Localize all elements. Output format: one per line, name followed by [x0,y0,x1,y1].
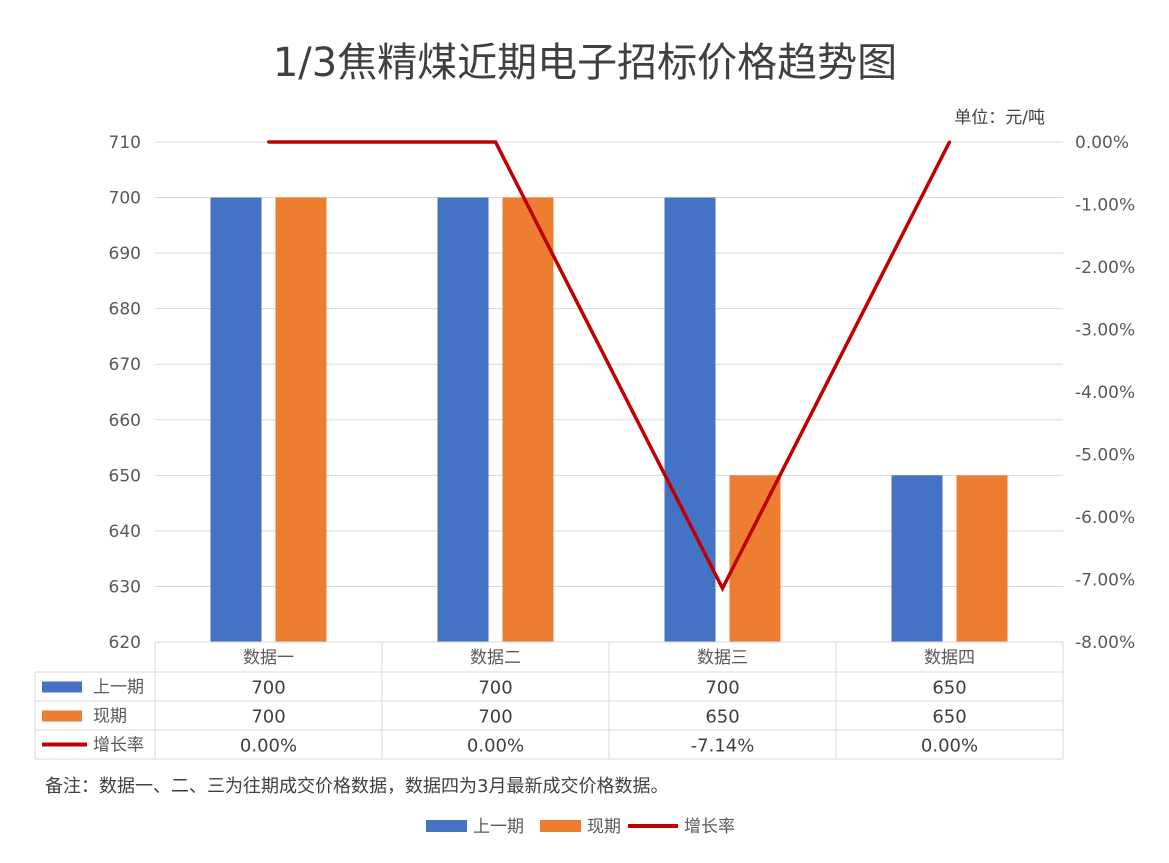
table-cell-value: 700 [478,707,512,728]
table-cell-value: 700 [478,678,512,699]
table-cell-value: 0.00% [467,736,524,757]
left-tick-label: 670 [109,355,141,375]
left-tick-label: 680 [109,300,141,320]
table-cell-value: 0.00% [240,736,297,757]
category-label: 数据四 [924,648,975,668]
legend: 上一期 现期 增长率 [426,817,735,837]
table-series-name: 上一期 [93,678,144,698]
left-tick-label: 640 [109,522,141,542]
right-tick-label: -4.00% [1075,383,1135,403]
right-tick-label: -3.00% [1075,321,1135,341]
footnote: 备注：数据一、二、三为往期成交价格数据，数据四为3月最新成交价格数据。 [45,776,668,797]
line-point [721,586,724,590]
line-point [267,140,270,144]
right-tick-label: -5.00% [1075,446,1135,466]
legend-label: 增长率 [684,817,735,837]
legend-key [540,820,581,832]
growth-line [267,140,952,593]
bar [891,475,943,642]
left-tick-label: 710 [109,133,141,153]
right-tick-label: -7.00% [1075,571,1135,591]
left-tick-label: 700 [109,189,141,209]
right-tick-label: -2.00% [1075,258,1135,278]
left-tick-label: 660 [109,411,141,431]
table-cell-value: 0.00% [921,736,978,757]
unit-label: 单位：元/吨 [954,108,1045,128]
bars [210,197,1008,643]
line-point [948,140,951,144]
category-label: 数据二 [470,648,521,668]
bar [210,197,262,643]
table-cell-value: 650 [932,707,966,728]
table-cell-value: 700 [251,707,285,728]
table-series-name: 现期 [93,707,127,727]
right-tick-label: -6.00% [1075,508,1135,528]
right-tick-label: -1.00% [1075,196,1135,216]
category-label: 数据一 [243,648,294,668]
table-cell-value: 700 [705,678,739,699]
line-point [494,140,497,144]
right-tick-label: -8.00% [1075,633,1135,653]
bar [502,197,554,643]
bar [275,197,327,643]
table-cell-value: 700 [251,678,285,699]
left-tick-label: 690 [109,244,141,264]
growth-rate-line [268,140,952,593]
table-legend-key [42,710,82,722]
left-tick-label: 630 [109,577,141,597]
table-legend-key [42,681,82,693]
legend-label: 上一期 [473,817,524,837]
right-tick-label: 0.00% [1075,133,1129,153]
category-label: 数据三 [697,648,748,668]
right-axis-ticks: -8.00% -7.00% -6.00% -5.00% -4.00% -3.00% -2.0… [1075,133,1135,653]
legend-label: 现期 [587,817,621,837]
table-series-name: 增长率 [93,736,144,756]
left-tick-label: 650 [109,466,141,486]
left-tick-label: 620 [109,633,141,653]
table-cell-value: -7.14% [691,736,755,757]
bar [664,197,716,643]
left-axis-ticks: 620 630 640 650 660 670 680 690 700 710 [109,133,141,653]
chart-title: 1/3焦精煤近期电子招标价格趋势图 [273,40,897,86]
legend-key [426,820,467,832]
table-cell-value: 650 [705,707,739,728]
bar [956,475,1008,642]
bar [437,197,489,643]
table-cell-value: 650 [932,678,966,699]
